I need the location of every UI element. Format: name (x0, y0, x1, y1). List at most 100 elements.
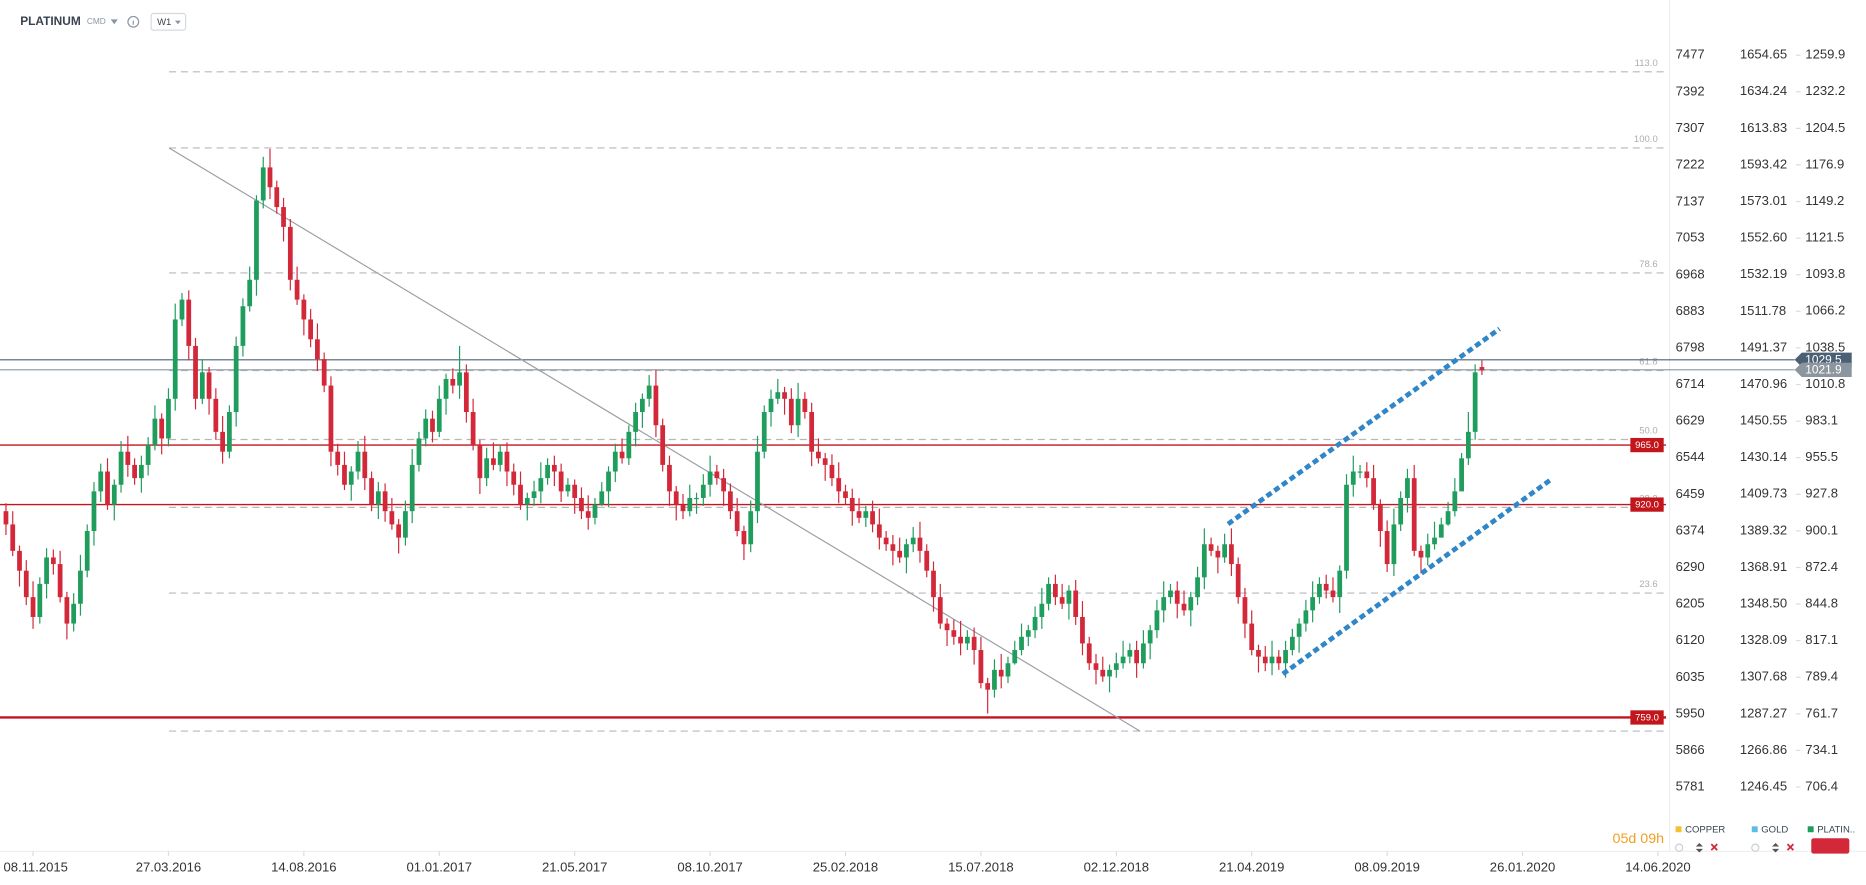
candle-body (1323, 583, 1329, 591)
price-label: 1021.9 (1805, 363, 1842, 377)
y-tick-label: 761.7 (1805, 705, 1838, 720)
candle-body (335, 451, 341, 465)
candle-body (1411, 478, 1417, 551)
info-icon[interactable] (127, 15, 140, 28)
y-tick-label: 706.4 (1805, 778, 1838, 793)
candle-body (463, 372, 469, 413)
candle-body (125, 451, 131, 465)
candle-body (1141, 643, 1146, 664)
candle-body (511, 471, 517, 485)
visibility-icon[interactable] (1674, 843, 1684, 852)
candle-body (1201, 544, 1207, 578)
y-tick-label: 900.1 (1805, 522, 1838, 537)
candle-body (423, 418, 429, 439)
candle-body (1269, 656, 1275, 664)
remove-icon[interactable] (1786, 843, 1795, 851)
candle-body (653, 385, 659, 426)
candle-body (484, 458, 490, 479)
candle-body (1364, 471, 1370, 479)
candle-body (44, 557, 49, 584)
candle-body (904, 544, 909, 558)
candle-body (274, 187, 280, 208)
y-tick-label: 1121.5 (1805, 230, 1844, 245)
candle-body (50, 557, 56, 565)
candle-body (1398, 497, 1404, 525)
visibility-icon[interactable] (1751, 843, 1760, 852)
candle-body (788, 398, 794, 426)
x-tick-label: 02.12.2018 (1084, 859, 1149, 874)
y-tick-label: 1450.55 (1740, 413, 1787, 428)
candle-body (1012, 650, 1018, 664)
candle-body (1208, 544, 1214, 551)
y-tick-label: 1038.5 (1805, 339, 1845, 354)
y-tick-label: 6035 (1676, 669, 1705, 684)
candle-body (389, 511, 395, 525)
instrument-type[interactable]: CMD (87, 16, 106, 26)
candle-body (1337, 570, 1343, 598)
y-tick-label: 5781 (1676, 778, 1705, 793)
candle-body (1445, 511, 1451, 525)
candle-body (694, 497, 699, 500)
candle-body (172, 319, 178, 399)
x-tick-label: 08.11.2015 (3, 859, 67, 874)
candle-body (1289, 636, 1295, 651)
channel-line (1226, 326, 1501, 526)
candle-body (3, 511, 9, 525)
candle-body (369, 478, 374, 505)
candle-body (227, 412, 232, 452)
dropdown-caret[interactable] (110, 19, 118, 25)
remove-icon[interactable] (1710, 843, 1718, 851)
candle-body (978, 650, 984, 684)
y-tick-label: 5950 (1676, 706, 1705, 721)
fib-label: 23.6 (1639, 579, 1658, 590)
candle-body (193, 345, 198, 399)
candle-body (436, 398, 442, 432)
candle-body (430, 418, 435, 432)
candle-body (924, 550, 930, 571)
candle-body (1317, 583, 1322, 598)
level-label-box (1630, 497, 1664, 512)
y-tick-label: 1246.45 (1740, 778, 1787, 793)
candle-body (1249, 623, 1255, 651)
move-icon[interactable] (1695, 842, 1703, 853)
fib-label: 113.0 (1635, 58, 1658, 69)
candle-body (660, 425, 666, 465)
series-button[interactable] (1811, 838, 1850, 854)
candle-body (1032, 616, 1038, 631)
candle-body (606, 471, 611, 492)
candle-body (118, 451, 124, 485)
move-icon[interactable] (1771, 842, 1780, 853)
candle-body (998, 669, 1004, 677)
candle-body (849, 497, 855, 512)
candle-body (301, 299, 307, 320)
y-tick-label: 1573.01 (1740, 193, 1787, 208)
candle-body (1073, 590, 1079, 617)
y-tick-label: 5866 (1676, 742, 1705, 757)
y-tick-label: 1204.5 (1805, 120, 1845, 135)
candle-body (883, 537, 889, 545)
candle-body (964, 636, 970, 644)
fib-label: 78.6 (1639, 259, 1658, 270)
candle-body (707, 471, 713, 485)
y-tick-label: 6883 (1676, 303, 1705, 318)
candle-body (1438, 524, 1444, 538)
x-tick-label: 14.08.2016 (271, 859, 336, 874)
candle-body (734, 511, 740, 532)
candle-body (1452, 491, 1458, 512)
y-tick-label: 6120 (1676, 632, 1705, 647)
candle-body (944, 623, 950, 631)
candle-body (138, 464, 144, 479)
candle-body (518, 484, 523, 505)
candle-body (321, 359, 327, 386)
candle-body (1107, 669, 1112, 677)
level-label: 920.0 (1635, 500, 1659, 511)
candle-body (700, 484, 706, 498)
candle-body (687, 497, 693, 512)
candle-body (741, 531, 747, 545)
candle-body (667, 464, 672, 492)
timeframe-box[interactable] (150, 12, 187, 31)
bar-countdown: 05d 09h (1613, 831, 1665, 847)
y-tick-label: 789.4 (1805, 669, 1838, 684)
y-tick-label: 7137 (1676, 193, 1705, 208)
